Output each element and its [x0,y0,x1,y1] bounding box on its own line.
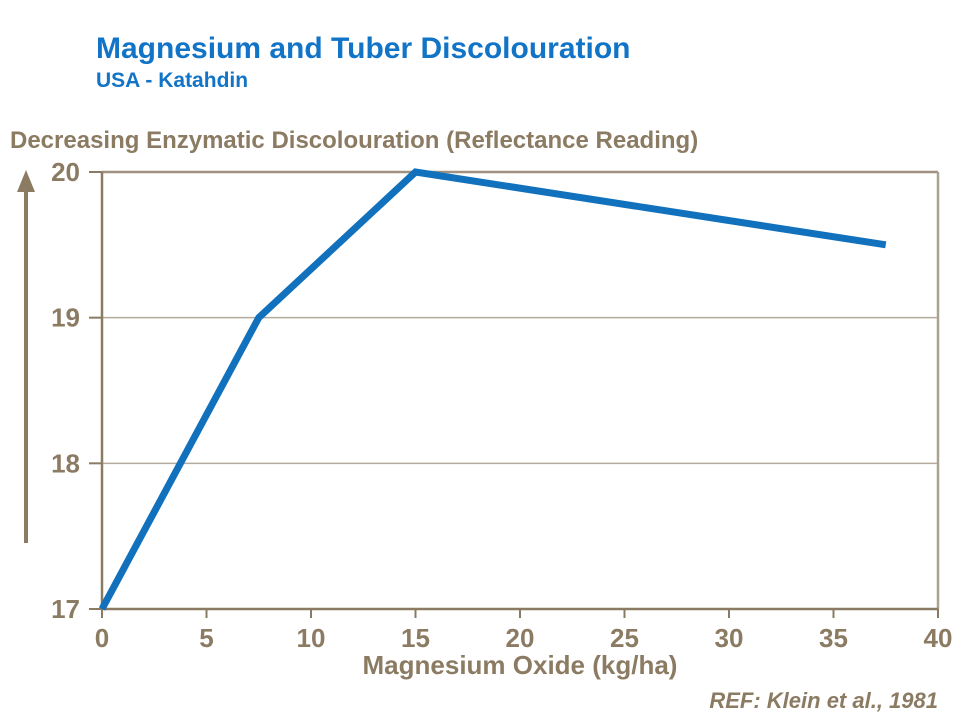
x-axis-title: Magnesium Oxide (kg/ha) [362,650,678,680]
x-tick-label: 30 [715,623,744,653]
arrow-up-head-icon [17,170,35,192]
y-axis-title: Decreasing Enzymatic Discolouration (Ref… [10,127,699,154]
x-tick-label: 25 [610,623,639,653]
chart-title: Magnesium and Tuber Discolouration [96,32,631,65]
y-tick-label: 19 [51,303,80,333]
x-tick-label: 35 [819,623,848,653]
x-tick-label: 5 [199,623,213,653]
x-tick-label: 40 [924,623,953,653]
x-tick-label: 0 [95,623,109,653]
y-tick-label: 18 [51,448,80,478]
data-line [98,168,887,611]
reference-citation: REF: Klein et al., 1981 [709,688,938,713]
y-tick-label: 20 [51,157,80,187]
chart-subtitle: USA - Katahdin [96,69,249,92]
y-tick-label: 17 [51,594,80,624]
x-tick-label: 10 [297,623,326,653]
x-tick-label: 20 [506,623,535,653]
x-tick-label: 15 [401,623,430,653]
